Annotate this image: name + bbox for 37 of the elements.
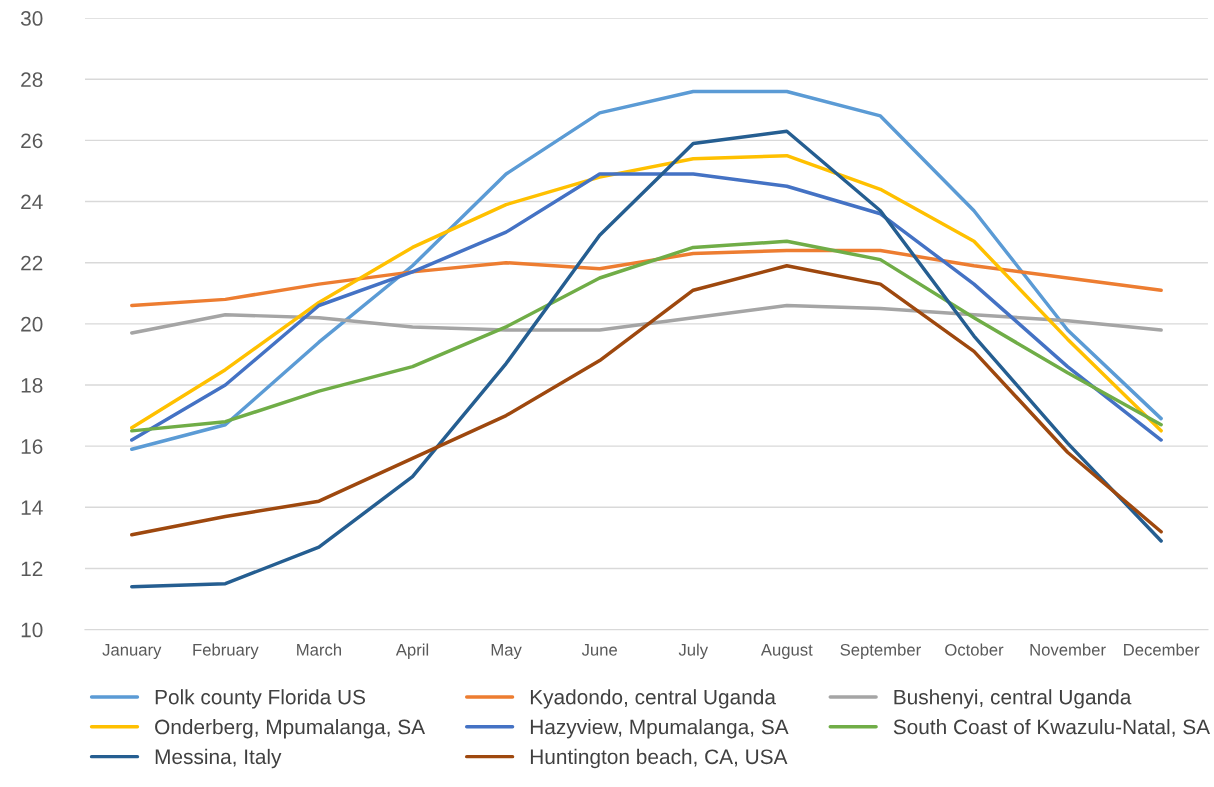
line-series	[130, 264, 1163, 537]
line-series	[130, 129, 1163, 589]
x-tick-label: December	[1124, 643, 1200, 656]
y-tick-label: 18	[21, 378, 43, 393]
x-tick-label: June	[581, 644, 617, 656]
x-tick-label: September	[840, 643, 921, 660]
y-tick-label: 20	[21, 316, 43, 332]
y-tick-label: 28	[21, 72, 43, 87]
line-series	[130, 89, 1163, 451]
y-tick-label: 30	[20, 11, 43, 26]
y-tick-label: 24	[21, 194, 43, 210]
y-tick-label: 14	[21, 500, 43, 515]
y-tick-label: 16	[21, 439, 43, 454]
x-tick-label: August	[760, 644, 813, 660]
legend-label: Huntington beach, CA, USA	[530, 748, 788, 769]
y-tick-label: 26	[21, 133, 43, 149]
legend-label: Hazyview, Mpumalanga, SA	[530, 718, 789, 739]
legend-label: Onderberg, Mpumalanga, SA	[155, 718, 426, 739]
line-series	[130, 248, 1163, 308]
x-tick-label: October	[945, 643, 1004, 656]
x-tick-label: February	[193, 643, 259, 660]
legend-label: Messina, Italy	[155, 748, 282, 769]
x-tick-label: January	[102, 644, 162, 660]
x-tick-label: March	[297, 643, 341, 656]
line-series	[130, 239, 1163, 433]
y-tick-label: 22	[21, 255, 43, 271]
x-tick-label: July	[678, 643, 709, 660]
x-tick-label: April	[395, 643, 429, 660]
line-series	[130, 303, 1163, 335]
y-tick-label: 12	[21, 561, 43, 576]
legend-label: Bushenyi, central Uganda	[894, 689, 1132, 709]
x-tick-label: May	[491, 644, 522, 660]
legend-label: Kyadondo, central Uganda	[530, 689, 776, 709]
x-tick-label: November	[1030, 643, 1106, 656]
y-tick-label: 10	[21, 622, 43, 638]
legend-label: Polk county Florida US	[155, 689, 366, 709]
legend-label: South Coast of Kwazulu-Natal, SA	[893, 718, 1211, 737]
